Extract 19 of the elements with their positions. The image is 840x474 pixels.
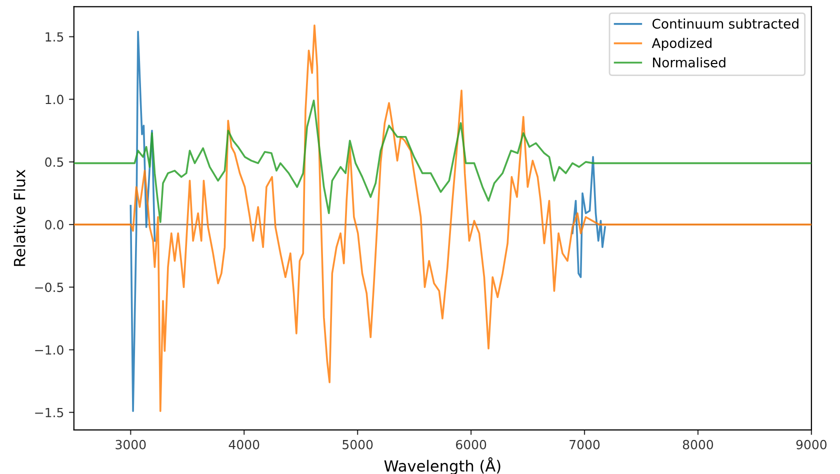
legend-label: Apodized bbox=[652, 38, 712, 51]
y-tick-label: −0.5 bbox=[35, 282, 64, 292]
x-tick-label: 8000 bbox=[682, 440, 714, 450]
x-tick-label: 9000 bbox=[796, 440, 827, 450]
y-tick-label: −1.5 bbox=[35, 408, 64, 418]
y-tick-label: 0.0 bbox=[45, 220, 64, 230]
legend-label: Normalised bbox=[653, 57, 726, 68]
legend-label: Continuum subtracted bbox=[652, 18, 798, 29]
y-tick-label: 1.0 bbox=[46, 94, 64, 104]
y-tick-label: −1.0 bbox=[35, 345, 64, 355]
x-tick-label: 5000 bbox=[342, 440, 373, 450]
y-tick-label: 0.5 bbox=[45, 157, 64, 167]
y-axis-title: Relative Flux bbox=[14, 170, 26, 266]
y-tick-label: 1.5 bbox=[46, 32, 64, 42]
x-tick-label: 6000 bbox=[456, 440, 486, 450]
x-tick-label: 4000 bbox=[228, 440, 260, 450]
x-tick-label: 3000 bbox=[116, 440, 146, 450]
line-series bbox=[74, 100, 812, 223]
x-tick-label: 7000 bbox=[570, 440, 600, 450]
